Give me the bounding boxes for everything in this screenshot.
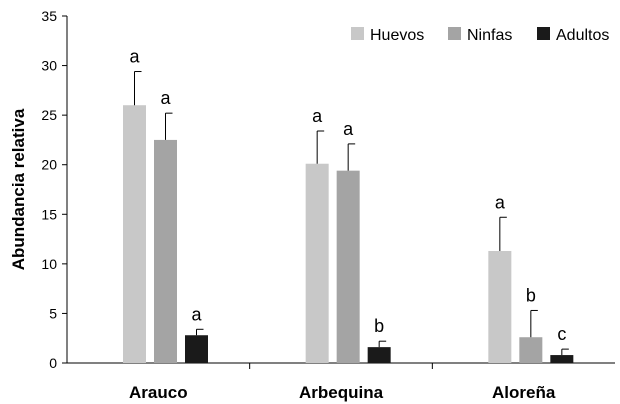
y-tick-label: 0 [49,355,57,371]
category-label: Aloreña [492,383,556,402]
significance-label: a [160,88,171,108]
y-tick-label: 5 [49,305,57,321]
bar-ninfas [154,139,177,363]
significance-label: a [191,304,202,324]
y-tick-label: 20 [41,157,57,173]
y-axis-title: Abundancia relativa [9,108,28,270]
legend: Huevos Ninfas Adultos [351,27,609,44]
bar-ninfas [336,170,360,363]
legend-label-huevos: Huevos [370,27,424,44]
legend-label-ninfas: Ninfas [467,27,512,44]
category-label: Arauco [129,383,188,402]
bar-huevos [123,105,146,363]
legend-swatch-huevos [351,27,364,40]
legend-swatch-ninfas [448,27,461,40]
bar-huevos [488,250,512,363]
significance-label: c [557,324,566,344]
significance-label: b [374,316,384,336]
significance-label: a [312,106,323,126]
y-tick-label: 10 [41,256,57,272]
bar-adultos [367,347,391,363]
legend-swatch-adultos [537,27,550,40]
axes: 0 5 10 15 20 25 30 35 Abundancia relativa Arauco A… [9,8,615,402]
significance-label: a [343,119,354,139]
bar-adultos [185,335,208,363]
y-tick-label: 35 [41,8,57,24]
significance-label: b [526,285,536,305]
y-tick-label: 15 [41,206,57,222]
y-tick-label: 30 [41,58,57,74]
bar-huevos [305,163,329,363]
significance-label: a [129,47,140,67]
significance-label: a [495,192,506,212]
y-tick-label: 25 [41,107,57,123]
bar-adultos [550,355,574,363]
category-label: Arbequina [299,383,384,402]
bar-ninfas [519,337,543,363]
legend-label-adultos: Adultos [556,27,609,44]
